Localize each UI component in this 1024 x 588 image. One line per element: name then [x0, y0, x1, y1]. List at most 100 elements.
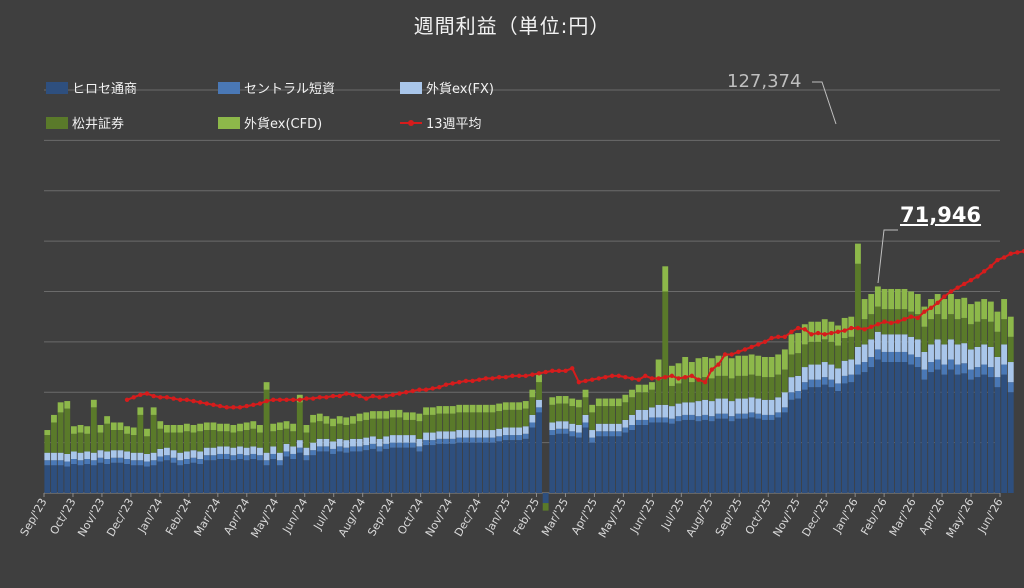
bar-matsui — [941, 319, 948, 345]
bar-cfd — [529, 389, 536, 398]
bar-matsui — [343, 424, 350, 441]
bar-cfd — [423, 407, 429, 415]
bar-matsui — [210, 430, 217, 448]
bar-central — [775, 412, 782, 418]
bar-fx — [549, 422, 556, 431]
bar-cfd — [662, 266, 669, 292]
average-point — [942, 294, 947, 299]
bar-hirose — [356, 451, 363, 493]
bar-central — [549, 430, 556, 436]
bar-fx — [90, 452, 97, 461]
bar-hirose — [768, 419, 775, 493]
bar-central — [44, 460, 51, 466]
bar-hirose — [403, 447, 410, 493]
x-tick-label: May/'24 — [248, 496, 281, 540]
average-point — [191, 398, 196, 404]
bar-cfd — [881, 288, 888, 310]
bar-cfd — [263, 382, 270, 390]
average-point — [875, 322, 881, 327]
bar-hirose — [303, 460, 310, 493]
bar-matsui — [549, 404, 556, 423]
bar-matsui — [848, 336, 855, 360]
bar-cfd — [217, 423, 223, 432]
average-point — [616, 373, 621, 379]
average-point — [789, 329, 794, 334]
legend-swatch — [400, 81, 422, 94]
bar-matsui — [369, 418, 376, 437]
bar-hirose — [230, 460, 237, 493]
bar-central — [974, 367, 981, 378]
x-tick-label: Feb/'25 — [511, 496, 542, 537]
bar-matsui — [509, 409, 516, 428]
bar-fx — [469, 430, 476, 438]
bar-matsui — [595, 406, 602, 424]
bar-hirose — [456, 442, 463, 493]
bar-fx — [51, 452, 57, 461]
bar-fx — [316, 438, 323, 447]
bar-hirose — [708, 421, 715, 493]
bar-cfd — [104, 416, 111, 424]
bar-fx — [70, 451, 77, 459]
bar-matsui — [642, 392, 649, 410]
bar-fx — [336, 438, 343, 447]
average-point — [855, 325, 861, 331]
bar-fx — [516, 427, 522, 436]
legend-label: ヒロセ通商 — [72, 82, 138, 97]
bar-central — [489, 437, 496, 443]
bar-cfd — [1001, 299, 1008, 320]
x-tick-label: Dec/'25 — [800, 496, 832, 539]
bar-hirose — [363, 450, 370, 493]
average-point — [696, 377, 701, 382]
average-point — [762, 339, 768, 345]
bar-fx — [369, 436, 376, 444]
bar-hirose — [130, 465, 137, 493]
bar-cfd — [775, 354, 782, 375]
x-tick-label: Aug/'25 — [684, 496, 716, 539]
bar-fx — [761, 399, 768, 415]
bar-fx — [901, 334, 908, 352]
bar-central — [908, 354, 915, 365]
bar-hirose — [223, 458, 230, 493]
average-point — [370, 393, 376, 399]
bar-fx — [874, 331, 881, 350]
legend-label: 松井証券 — [72, 117, 125, 132]
bar-fx — [1001, 344, 1008, 365]
bar-central — [51, 460, 57, 466]
bar-fx — [482, 430, 489, 438]
bar-cfd — [861, 299, 868, 320]
bar-fx — [881, 334, 888, 352]
bar-central — [64, 461, 71, 467]
average-point — [1021, 249, 1024, 254]
bar-central — [582, 422, 589, 428]
bar-hirose — [482, 442, 489, 493]
bar-cfd — [157, 421, 164, 429]
average-point — [975, 274, 980, 279]
bar-hirose — [336, 451, 343, 493]
latest-annotation: 71,946 — [900, 203, 982, 227]
bar-fx — [157, 448, 164, 457]
bar-hirose — [137, 465, 144, 493]
bar-fx — [363, 437, 370, 446]
bar-cfd — [429, 407, 436, 415]
bar-hirose — [316, 451, 323, 493]
average-point — [842, 328, 847, 333]
bar-central — [270, 453, 277, 459]
bar-cfd — [522, 401, 529, 409]
bar-fx — [582, 414, 589, 423]
bar-fx — [330, 441, 336, 449]
bar-central — [522, 433, 529, 439]
bar-fx — [655, 404, 662, 418]
average-point — [496, 374, 502, 380]
bar-fx — [735, 398, 742, 414]
bar-hirose — [841, 383, 848, 493]
bar-hirose — [276, 465, 283, 493]
bar-hirose — [921, 379, 928, 493]
bar-hirose — [197, 464, 204, 493]
bar-hirose — [469, 442, 476, 493]
bar-central — [462, 437, 469, 443]
bar-matsui — [589, 412, 596, 431]
bar-hirose — [449, 443, 456, 493]
bar-cfd — [768, 356, 775, 378]
bar-matsui — [157, 428, 164, 449]
bar-fx — [589, 430, 596, 438]
